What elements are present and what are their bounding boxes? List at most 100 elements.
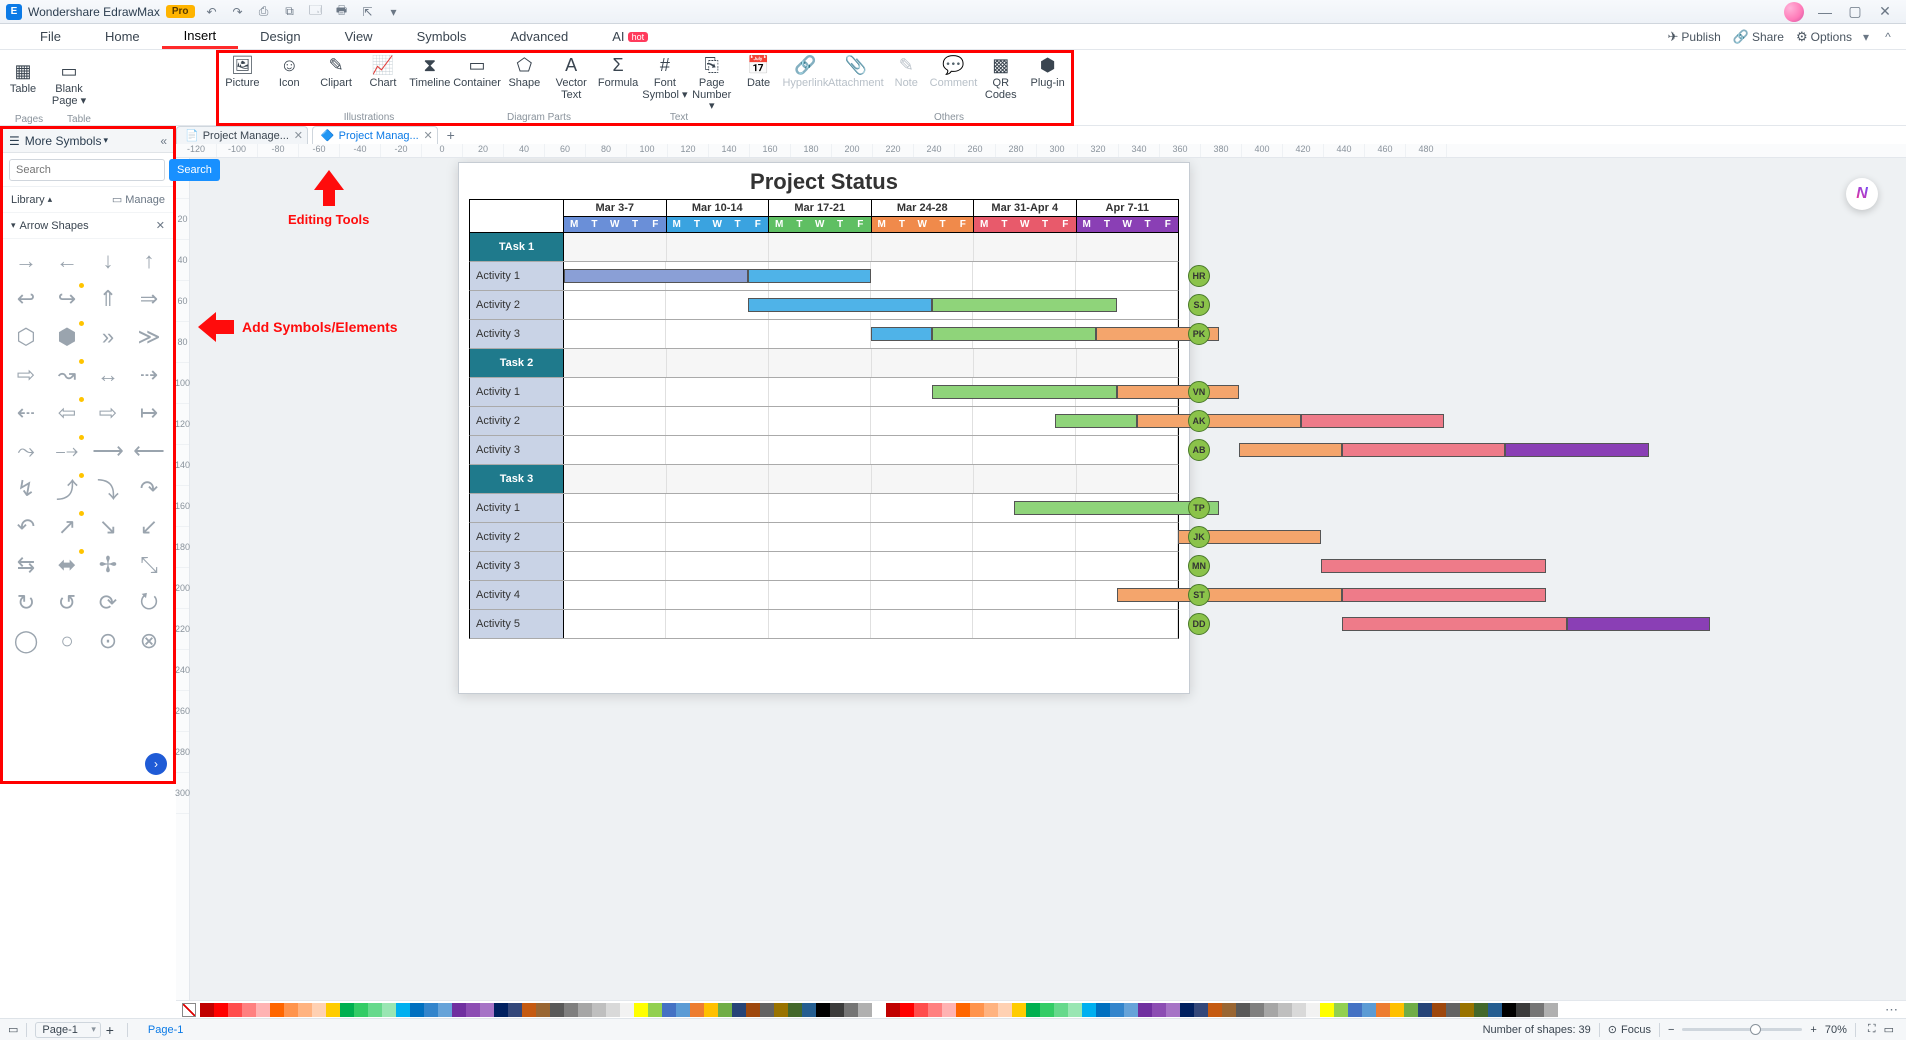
shape-11[interactable]: ≫ [130,319,168,355]
color-swatch[interactable] [1376,1003,1390,1017]
color-swatch[interactable] [928,1003,942,1017]
color-swatch[interactable] [1446,1003,1460,1017]
menu-chevron-0[interactable]: ▾ [1858,29,1874,45]
color-swatch[interactable] [522,1003,536,1017]
shape-19[interactable]: ↦ [130,395,168,431]
ribbon-page-number[interactable]: ⎘PageNumber ▾ [688,50,735,113]
ribbon-vector-text[interactable]: AVectorText [548,50,595,101]
color-swatch[interactable] [1362,1003,1376,1017]
color-swatch[interactable] [998,1003,1012,1017]
qat-6[interactable]: ⇱ [359,3,377,21]
palette-more[interactable]: ⋯ [1877,1002,1906,1018]
shape-17[interactable]: ⇦ [48,395,86,431]
shape-40[interactable]: ◯ [7,623,45,659]
color-swatch[interactable] [340,1003,354,1017]
ribbon-shape[interactable]: ⬠Shape [501,50,548,90]
shape-22[interactable]: ⟶ [89,433,127,469]
color-swatch[interactable] [1278,1003,1292,1017]
color-swatch[interactable] [1096,1003,1110,1017]
color-swatch[interactable] [256,1003,270,1017]
color-swatch[interactable] [620,1003,634,1017]
shape-1[interactable]: ← [48,243,86,279]
zoom-slider[interactable] [1682,1028,1802,1031]
color-swatch[interactable] [830,1003,844,1017]
close-button[interactable]: ✕ [1870,1,1900,23]
color-swatch[interactable] [354,1003,368,1017]
page-link[interactable]: Page-1 [148,1024,183,1036]
color-swatch[interactable] [382,1003,396,1017]
color-swatch[interactable] [1194,1003,1208,1017]
color-swatch[interactable] [844,1003,858,1017]
color-swatch[interactable] [1236,1003,1250,1017]
color-swatch[interactable] [438,1003,452,1017]
color-swatch[interactable] [1348,1003,1362,1017]
color-swatch[interactable] [1390,1003,1404,1017]
shape-33[interactable]: ⬌ [48,547,86,583]
color-swatch[interactable] [662,1003,676,1017]
color-swatch[interactable] [1012,1003,1026,1017]
ribbon-clipart[interactable]: ✎Clipart [313,50,360,90]
color-swatch[interactable] [942,1003,956,1017]
color-swatch[interactable] [410,1003,424,1017]
add-tab-button[interactable]: + [442,126,460,144]
shape-28[interactable]: ↶ [7,509,45,545]
shape-9[interactable]: ⬢ [48,319,86,355]
color-swatch[interactable] [718,1003,732,1017]
color-swatch[interactable] [690,1003,704,1017]
color-swatch[interactable] [746,1003,760,1017]
shape-3[interactable]: ↑ [130,243,168,279]
shape-35[interactable]: ⤡ [130,547,168,583]
color-swatch[interactable] [1180,1003,1194,1017]
color-swatch[interactable] [1124,1003,1138,1017]
color-swatch[interactable] [1404,1003,1418,1017]
maximize-button[interactable]: ▢ [1840,1,1870,23]
shape-15[interactable]: ⇢ [130,357,168,393]
minimize-button[interactable]: — [1810,1,1840,23]
color-swatch[interactable] [1558,1003,1572,1017]
color-swatch[interactable] [1082,1003,1096,1017]
library-row[interactable]: Library▴ ▭Manage [3,187,173,213]
color-swatch[interactable] [1264,1003,1278,1017]
shape-8[interactable]: ⬡ [7,319,45,355]
color-swatch[interactable] [326,1003,340,1017]
arrow-shapes-row[interactable]: ▾Arrow Shapes ✕ [3,213,173,239]
shape-21[interactable]: ⤍ [48,433,86,469]
shape-7[interactable]: ⇒ [130,281,168,317]
color-swatch[interactable] [298,1003,312,1017]
color-swatch[interactable] [1516,1003,1530,1017]
shape-4[interactable]: ↩ [7,281,45,317]
shape-2[interactable]: ↓ [89,243,127,279]
ai-floating-button[interactable]: N [1846,178,1878,210]
color-swatch[interactable] [550,1003,564,1017]
color-swatch[interactable] [606,1003,620,1017]
ribbon-plugin[interactable]: ⬢Plug-in [1024,50,1071,90]
color-swatch[interactable] [592,1003,606,1017]
color-swatch[interactable] [1208,1003,1222,1017]
shape-26[interactable]: ⤵ [89,471,127,507]
fit-page-icon[interactable]: ⛶ [1868,1023,1876,1036]
menu-right-options[interactable]: ⚙Options [1796,29,1852,45]
color-swatch[interactable] [732,1003,746,1017]
color-swatch[interactable] [1320,1003,1334,1017]
color-swatch[interactable] [1222,1003,1236,1017]
zoom-in[interactable]: + [1810,1024,1816,1036]
color-swatch[interactable] [1488,1003,1502,1017]
menu-right-publish[interactable]: ✈Publish [1668,29,1721,45]
color-swatch[interactable] [242,1003,256,1017]
color-swatch[interactable] [1334,1003,1348,1017]
color-swatch[interactable] [508,1003,522,1017]
profile-avatar[interactable] [1784,2,1804,22]
color-swatch[interactable] [368,1003,382,1017]
color-swatch[interactable] [424,1003,438,1017]
ribbon-chart[interactable]: 📈Chart [360,50,407,90]
shape-12[interactable]: ⇨ [7,357,45,393]
page-selector[interactable]: Page-1 [35,1022,100,1038]
color-swatch[interactable] [1432,1003,1446,1017]
color-swatch[interactable] [214,1003,228,1017]
ribbon-container[interactable]: ▭Container [453,50,501,90]
color-swatch[interactable] [1474,1003,1488,1017]
search-input[interactable] [9,159,165,181]
qat-4[interactable]: 🗔 [307,3,325,21]
menu-home[interactable]: Home [83,24,162,49]
shape-31[interactable]: ↙ [130,509,168,545]
